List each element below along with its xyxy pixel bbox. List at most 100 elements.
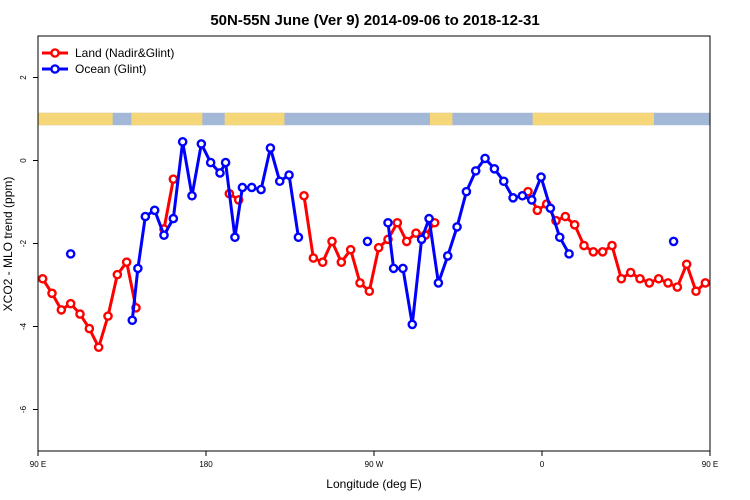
data-point (127, 315, 138, 326)
data-point (149, 205, 160, 216)
data-point (103, 311, 113, 321)
data-point (65, 249, 76, 259)
y-tick-label: -4 (19, 322, 28, 330)
series-line (386, 156, 571, 326)
data-point (133, 263, 143, 274)
data-point (588, 246, 599, 257)
legend-entry: Ocean (Glint) (42, 62, 146, 76)
series-ocean (65, 137, 746, 330)
data-point (237, 182, 248, 193)
data-point (362, 236, 373, 247)
data-point (569, 220, 580, 230)
data-point (373, 242, 384, 253)
data-point (739, 250, 746, 257)
plot-area (38, 137, 746, 353)
data-point (597, 246, 608, 257)
data-point (709, 279, 710, 282)
data-point (672, 282, 683, 292)
data-point (93, 342, 104, 353)
x-axis: 90 E 180 90 W 0 90 E (30, 451, 718, 469)
series-line (130, 140, 300, 321)
series-line (162, 178, 175, 230)
data-point (274, 176, 285, 187)
data-point (215, 168, 225, 178)
legend-entry: Land (Nadir&Glint) (42, 46, 174, 60)
data-point (299, 190, 309, 201)
data-point (230, 232, 240, 243)
data-point (65, 298, 76, 309)
y-tick-label: 2 (19, 75, 28, 80)
land-segment (131, 112, 203, 126)
data-point (355, 278, 365, 288)
x-tick-label: 180 (199, 460, 213, 469)
data-point (388, 263, 399, 274)
data-point (327, 236, 337, 247)
y-tick-label: -2 (19, 239, 28, 247)
data-point (140, 211, 151, 222)
data-point (256, 184, 266, 195)
data-point (398, 263, 408, 274)
data-point (392, 217, 403, 228)
data-point (383, 217, 393, 228)
data-point (407, 319, 418, 330)
x-tick-label: 90 E (30, 460, 46, 469)
data-point (536, 172, 546, 182)
legend-label: Ocean (Glint) (75, 62, 146, 76)
data-point (168, 174, 179, 184)
data-point (607, 240, 617, 251)
data-point (442, 251, 453, 261)
legend: Land (Nadir&Glint) Ocean (Glint) (42, 46, 174, 76)
data-point (564, 249, 574, 259)
data-point (177, 137, 188, 147)
data-point (700, 278, 710, 288)
data-point (691, 286, 701, 297)
legend-swatch-marker (50, 64, 60, 74)
data-point (196, 139, 207, 149)
legend-swatch-marker (50, 48, 60, 58)
data-point (246, 182, 257, 193)
y-tick-label: -6 (19, 405, 28, 413)
data-point (526, 195, 537, 205)
data-point (265, 143, 276, 153)
y-axis-label: XCO2 - MLO trend (ppm) (1, 177, 15, 312)
data-point (121, 257, 132, 267)
data-point (730, 306, 737, 313)
data-point (364, 286, 375, 297)
data-point (681, 259, 692, 270)
land-segment (532, 112, 654, 126)
data-point (47, 288, 57, 299)
data-point (470, 166, 481, 176)
data-point (616, 273, 627, 284)
data-point (508, 193, 518, 203)
x-tick-label: 90 E (702, 460, 718, 469)
data-point (220, 157, 231, 168)
data-point (345, 244, 356, 255)
data-point (663, 278, 673, 288)
data-point (317, 257, 328, 267)
data-point (517, 190, 528, 201)
land-ocean-bar (38, 112, 710, 126)
data-point (635, 273, 645, 284)
x-tick-label: 90 W (365, 460, 384, 469)
data-point (720, 290, 727, 297)
x-tick-label: 0 (540, 460, 545, 469)
data-point (56, 305, 67, 315)
legend-label: Land (Nadir&Glint) (75, 46, 174, 60)
data-point (284, 170, 294, 180)
data-point (644, 278, 655, 288)
data-point (336, 257, 347, 267)
data-point (489, 163, 500, 174)
chart-title: 50N-55N June (Ver 9) 2014-09-06 to 2018-… (210, 12, 539, 29)
data-point (159, 230, 169, 240)
data-point (411, 228, 421, 238)
data-point (579, 240, 589, 251)
land-segment (224, 112, 285, 126)
data-point (668, 236, 679, 247)
series-land (38, 174, 737, 353)
data-point (416, 234, 427, 245)
data-point (112, 269, 123, 280)
data-point (625, 267, 636, 278)
data-point (532, 205, 543, 216)
data-point (480, 153, 490, 164)
